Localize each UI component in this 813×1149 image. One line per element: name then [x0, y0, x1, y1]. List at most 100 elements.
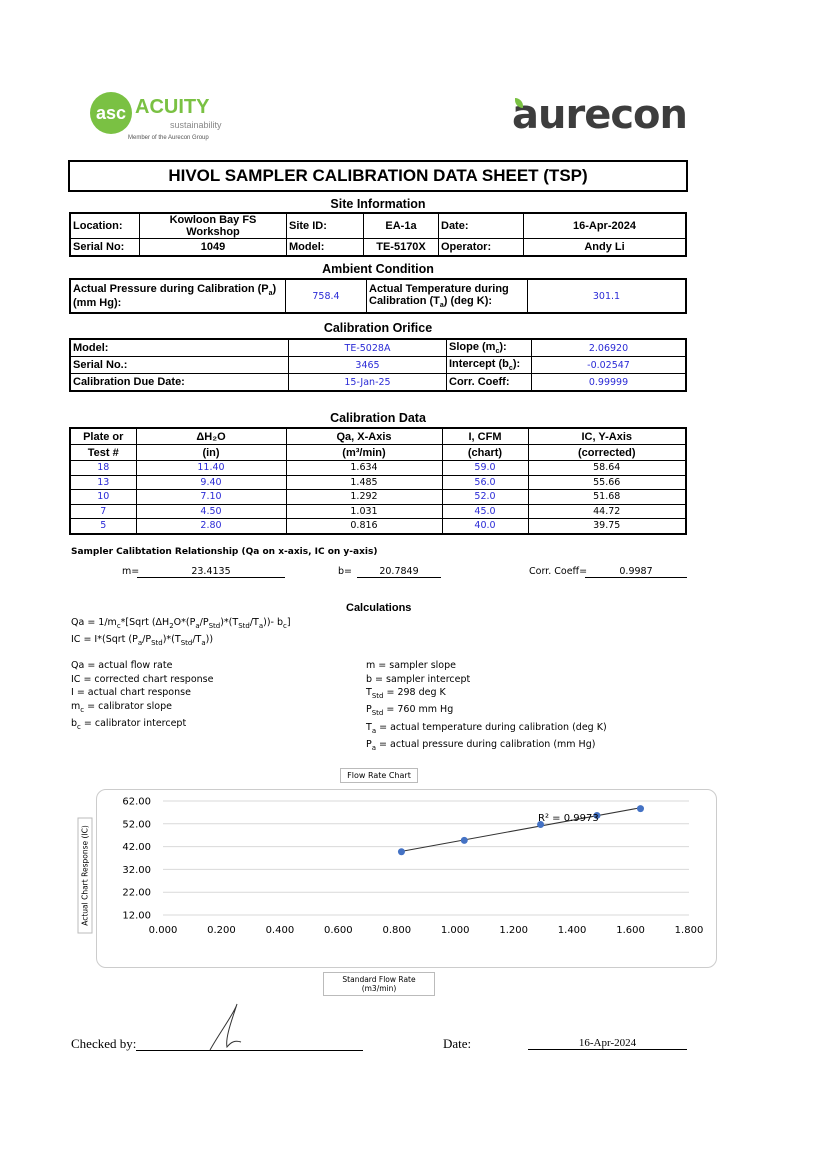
definition-line: bc = calibrator intercept: [71, 717, 213, 734]
acuity-wordmark: ACUITY: [135, 96, 210, 118]
header-row: Plate or ΔH₂O Qa, X-Axis I, CFM IC, Y-Axis: [69, 427, 687, 445]
right-definitions: m = sampler slope b = sampler intercept TS…: [366, 659, 607, 756]
text-segment: ):: [499, 340, 507, 353]
table-cell: 1.031: [285, 503, 443, 519]
intercept-label: Intercept (bc):: [446, 356, 532, 374]
text-segment: ))- b: [263, 617, 284, 628]
text-segment: P: [366, 739, 372, 751]
text-segment: ]: [286, 617, 291, 628]
y-tick-label: 12.00: [122, 911, 151, 922]
subscript: Std: [371, 691, 384, 700]
text-segment: /P: [199, 617, 209, 628]
site-info-table: Location: Kowloon Bay FS Workshop Site ID:…: [69, 212, 687, 257]
intercept-value: -0.02547: [531, 356, 687, 374]
column-header: (chart): [441, 444, 529, 461]
orifice-serial-value: 3465: [288, 356, 447, 374]
column-header: I, CFM: [441, 427, 529, 445]
column-header: IC, Y-Axis: [527, 427, 687, 445]
pressure-value: 758.4: [285, 278, 367, 314]
text-segment: Intercept (b: [449, 357, 509, 370]
acuity-logo-circle: asc: [90, 92, 132, 134]
x-tick-label: 0.800: [382, 925, 411, 936]
b-value: 20.7849: [357, 566, 441, 578]
serial-value: 1049: [139, 238, 287, 257]
table-cell: 0.816: [285, 518, 443, 534]
subscript: a: [195, 621, 200, 630]
text-segment: b: [71, 717, 78, 729]
subscript: Std: [371, 709, 384, 718]
subscript: a: [371, 726, 377, 735]
site-info-heading: Site Information: [330, 197, 426, 211]
subscript: c: [80, 705, 85, 714]
due-date-label: Calibration Due Date:: [69, 373, 289, 392]
text-segment: m = sampler slope: [366, 660, 456, 671]
y-tick-label: 22.00: [122, 888, 151, 899]
temperature-label: Actual Temperature during Calibration (Ta…: [366, 278, 528, 314]
text-segment: Actual Temperature during: [369, 282, 509, 295]
text-segment: P: [366, 704, 372, 716]
subscript: Std: [180, 639, 193, 648]
date-value: 16-Apr-2024: [523, 212, 687, 239]
corr-coeff-label: Corr. Coeff:: [446, 373, 532, 392]
text-segment: IC = I*(Sqrt (P: [71, 634, 138, 646]
table-cell: 4.50: [135, 503, 287, 519]
table-cell: 45.0: [441, 503, 529, 519]
text-segment: )*(T: [162, 634, 181, 646]
definition-line: Qa = actual flow rate: [71, 659, 213, 673]
x-tick-label: 0.400: [266, 925, 295, 936]
table-cell: 52.0: [441, 489, 529, 505]
definition-line: b = sampler intercept: [366, 673, 607, 687]
subscript: c: [77, 722, 81, 731]
data-point: [537, 821, 545, 829]
data-point: [593, 811, 601, 819]
m-value: 23.4135: [137, 566, 285, 578]
checked-by-label: Checked by:: [71, 1036, 137, 1051]
flow-rate-chart: 12.00 22.00 32.00 42.00 52.00 62.00 0.000 0.200…: [122, 797, 703, 937]
subscript: Std: [151, 639, 163, 648]
table-cell: 1.485: [285, 474, 443, 490]
text-segment: = actual pressure during calibration (mm…: [376, 739, 596, 751]
text-segment: /T: [249, 617, 259, 628]
definition-line: IC = corrected chart response: [71, 673, 213, 687]
text-segment: = actual temperature during calibration …: [376, 721, 607, 733]
text-segment: m: [71, 700, 81, 712]
acuity-member-text: Member of the Aurecon Group: [128, 135, 209, 141]
y-tick-label: 42.00: [122, 842, 151, 853]
y-tick-label: 62.00: [122, 797, 151, 808]
subscript: c: [508, 365, 513, 373]
definition-line: m = sampler slope: [366, 659, 607, 673]
text-segment: = calibrator slope: [84, 700, 172, 712]
text-segment: *[Sqrt (ΔH: [120, 617, 170, 628]
text-segment: IC = corrected chart response: [71, 673, 214, 685]
corr-label: Corr. Coeff=: [529, 566, 588, 577]
subscript: a: [201, 639, 206, 648]
location-label: Location:: [69, 212, 140, 239]
x-tick-label: 1.000: [441, 925, 470, 936]
footer-date-label: Date:: [443, 1036, 472, 1051]
data-point: [636, 805, 644, 813]
text-segment: Calibration (T: [369, 294, 440, 307]
subscript: c: [495, 348, 500, 356]
relationship-label: Sampler Calibtation Relationship (Qa on …: [71, 547, 378, 557]
table-cell: 11.40: [135, 460, 287, 476]
table-cell: 10: [69, 489, 137, 505]
r-squared-annotation: R² = 0.9973: [538, 813, 599, 824]
table-cell: 13: [69, 474, 137, 490]
table-cell: 1.292: [285, 489, 443, 505]
definition-line: Qa = 1/mc*[Sqrt (ΔH2O*(Pa/PStd)*(TStd/Ta…: [71, 616, 291, 633]
operator-value: Andy Li: [523, 238, 687, 257]
text-segment: )*(T: [220, 617, 239, 628]
table-cell: 59.0: [441, 460, 529, 476]
aurecon-logo: aurecon: [512, 92, 688, 138]
column-header: Test #: [69, 444, 137, 461]
subscript: c: [283, 621, 287, 630]
text-segment: = 760 mm Hg: [383, 704, 454, 716]
orifice-serial-label: Serial No.:: [69, 356, 289, 374]
x-tick-label: 0.200: [207, 925, 236, 936]
subscript: Std: [208, 621, 221, 630]
table-cell: 39.75: [527, 518, 687, 534]
x-tick-label: 0.000: [149, 925, 178, 936]
column-header: (in): [135, 444, 287, 461]
subscript: a: [371, 744, 377, 753]
checked-by-line: [136, 1050, 363, 1051]
